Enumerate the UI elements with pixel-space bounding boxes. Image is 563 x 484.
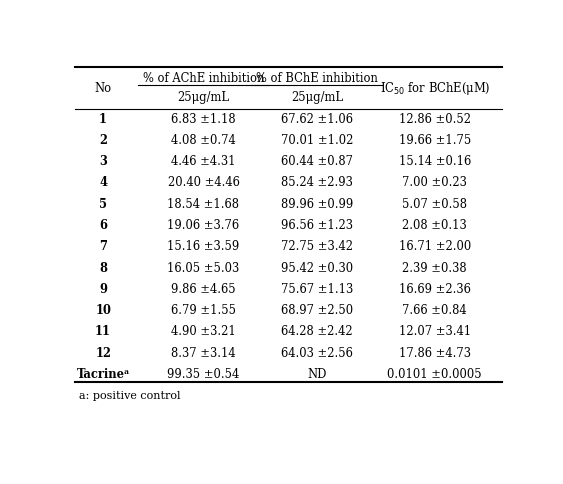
Text: 4.08 ±0.74: 4.08 ±0.74 <box>171 134 236 147</box>
Text: 85.24 ±2.93: 85.24 ±2.93 <box>281 176 353 189</box>
Text: 17.86 ±4.73: 17.86 ±4.73 <box>399 346 471 359</box>
Text: 15.16 ±3.59: 15.16 ±3.59 <box>167 240 240 253</box>
Text: 7.66 ±0.84: 7.66 ±0.84 <box>403 303 467 317</box>
Text: 64.03 ±2.56: 64.03 ±2.56 <box>281 346 353 359</box>
Text: 60.44 ±0.87: 60.44 ±0.87 <box>281 155 353 168</box>
Text: 2: 2 <box>99 134 107 147</box>
Text: 12: 12 <box>95 346 111 359</box>
Text: % of BChE inhibition: % of BChE inhibition <box>256 72 378 85</box>
Text: 12.07 ±3.41: 12.07 ±3.41 <box>399 325 471 338</box>
Text: 6.83 ±1.18: 6.83 ±1.18 <box>171 112 236 125</box>
Text: 72.75 ±3.42: 72.75 ±3.42 <box>281 240 353 253</box>
Text: 2.39 ±0.38: 2.39 ±0.38 <box>403 261 467 274</box>
Text: 16.69 ±2.36: 16.69 ±2.36 <box>399 282 471 295</box>
Text: IC$_{50}$ for BChE(μM): IC$_{50}$ for BChE(μM) <box>379 80 490 97</box>
Text: 99.35 ±0.54: 99.35 ±0.54 <box>167 367 240 380</box>
Text: 11: 11 <box>95 325 111 338</box>
Text: 19.66 ±1.75: 19.66 ±1.75 <box>399 134 471 147</box>
Text: 67.62 ±1.06: 67.62 ±1.06 <box>281 112 353 125</box>
Text: 75.67 ±1.13: 75.67 ±1.13 <box>281 282 353 295</box>
Text: 2.08 ±0.13: 2.08 ±0.13 <box>403 219 467 231</box>
Text: 12.86 ±0.52: 12.86 ±0.52 <box>399 112 471 125</box>
Text: 10: 10 <box>95 303 111 317</box>
Text: 9.86 ±4.65: 9.86 ±4.65 <box>171 282 236 295</box>
Text: 0.0101 ±0.0005: 0.0101 ±0.0005 <box>387 367 482 380</box>
Text: 4.46 ±4.31: 4.46 ±4.31 <box>171 155 236 168</box>
Text: 9: 9 <box>99 282 107 295</box>
Text: 4: 4 <box>99 176 107 189</box>
Text: 6.79 ±1.55: 6.79 ±1.55 <box>171 303 236 317</box>
Text: 1: 1 <box>99 112 107 125</box>
Text: 16.71 ±2.00: 16.71 ±2.00 <box>399 240 471 253</box>
Text: 68.97 ±2.50: 68.97 ±2.50 <box>281 303 353 317</box>
Text: 18.54 ±1.68: 18.54 ±1.68 <box>167 197 239 210</box>
Text: % of AChE inhibition: % of AChE inhibition <box>143 72 264 85</box>
Text: 95.42 ±0.30: 95.42 ±0.30 <box>281 261 353 274</box>
Text: a: positive control: a: positive control <box>79 390 181 400</box>
Text: 25μg/mL: 25μg/mL <box>177 91 230 104</box>
Text: 5.07 ±0.58: 5.07 ±0.58 <box>402 197 467 210</box>
Text: 20.40 ±4.46: 20.40 ±4.46 <box>168 176 239 189</box>
Text: 70.01 ±1.02: 70.01 ±1.02 <box>281 134 353 147</box>
Text: Tacrineᵃ: Tacrineᵃ <box>77 367 130 380</box>
Text: No: No <box>95 82 111 95</box>
Text: ND: ND <box>307 367 327 380</box>
Text: 4.90 ±3.21: 4.90 ±3.21 <box>171 325 236 338</box>
Text: 7: 7 <box>99 240 107 253</box>
Text: 89.96 ±0.99: 89.96 ±0.99 <box>281 197 353 210</box>
Text: 6: 6 <box>99 219 107 231</box>
Text: 5: 5 <box>99 197 107 210</box>
Text: 19.06 ±3.76: 19.06 ±3.76 <box>167 219 239 231</box>
Text: 16.05 ±5.03: 16.05 ±5.03 <box>167 261 240 274</box>
Text: 8.37 ±3.14: 8.37 ±3.14 <box>171 346 236 359</box>
Text: 25μg/mL: 25μg/mL <box>291 91 343 104</box>
Text: 3: 3 <box>99 155 107 168</box>
Text: 64.28 ±2.42: 64.28 ±2.42 <box>281 325 352 338</box>
Text: 7.00 ±0.23: 7.00 ±0.23 <box>403 176 467 189</box>
Text: 15.14 ±0.16: 15.14 ±0.16 <box>399 155 471 168</box>
Text: 8: 8 <box>99 261 107 274</box>
Text: 96.56 ±1.23: 96.56 ±1.23 <box>281 219 353 231</box>
